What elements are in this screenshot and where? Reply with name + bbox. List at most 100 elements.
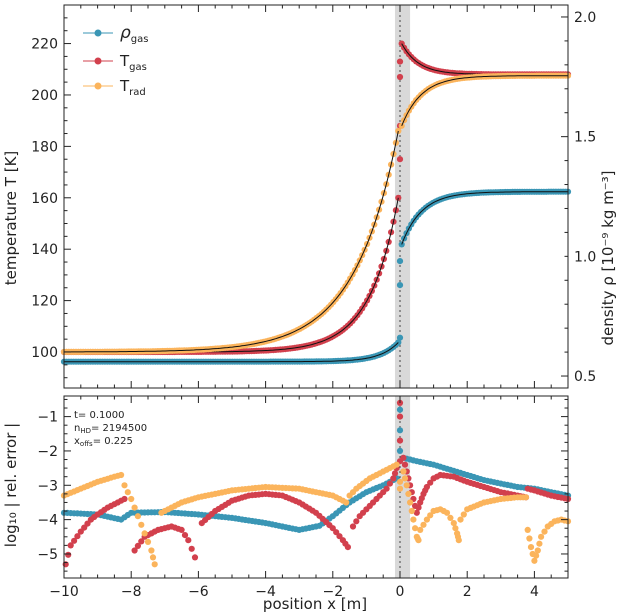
data-point — [353, 518, 360, 525]
data-point — [401, 461, 409, 468]
error-series-t-rad — [60, 461, 572, 568]
data-point — [65, 551, 72, 558]
data-point — [396, 258, 404, 265]
data-point — [395, 194, 402, 201]
data-point — [128, 495, 135, 503]
y-tick-label-left: 120 — [31, 294, 58, 310]
y-tick-label-right: 1.0 — [574, 249, 596, 265]
data-point — [534, 547, 541, 554]
data-point — [138, 538, 145, 545]
data-point — [396, 485, 404, 492]
data-point — [536, 540, 543, 547]
data-point — [423, 483, 430, 491]
series-t-rad — [60, 72, 572, 355]
data-point — [144, 538, 152, 546]
top-panel: 100 120 140 160 180 200 220 0.5 1.0 1.5 2.0 — [31, 4, 596, 389]
data-point — [412, 525, 419, 532]
data-point — [531, 557, 538, 564]
data-point — [450, 520, 457, 527]
legend-label-t-gas: Tgas — [119, 52, 147, 73]
y-tick-label-bottom: −1 — [37, 410, 58, 426]
data-point — [185, 537, 192, 544]
legend-label-t-rad: Trad — [119, 77, 146, 98]
analytic-curve — [64, 342, 399, 363]
data-point — [457, 516, 464, 523]
data-point — [349, 523, 357, 530]
data-point — [138, 521, 145, 528]
data-point — [181, 532, 189, 539]
data-point — [410, 516, 417, 523]
analytic-curve — [64, 130, 399, 353]
data-point — [403, 482, 410, 489]
data-point — [121, 482, 128, 489]
data-point — [390, 475, 397, 482]
annotation: t= 0.1000 nHD= 2194500 xoffs= 0.225 — [74, 410, 147, 448]
data-point — [134, 513, 141, 520]
data-point — [188, 545, 195, 552]
data-point — [401, 475, 409, 482]
data-point — [396, 156, 404, 163]
data-point — [417, 526, 424, 534]
y-tick-label-bottom: −4 — [37, 513, 58, 529]
error-series-t-gas — [62, 399, 572, 568]
annotation-xoffs: xoffs= 0.225 — [74, 436, 133, 448]
data-point — [396, 334, 404, 341]
data-point — [134, 542, 141, 550]
top-ylabel-right: density ρ [10⁻⁹ kg m⁻³] — [599, 170, 617, 345]
data-point — [124, 489, 131, 496]
data-point — [396, 73, 404, 81]
x-tick-label: −2 — [322, 584, 343, 600]
data-point — [527, 544, 535, 551]
data-point — [420, 521, 427, 528]
data-point — [396, 437, 404, 444]
analytic-curve — [401, 191, 568, 245]
data-point — [427, 479, 434, 486]
data-point — [396, 413, 404, 420]
data-point — [396, 282, 404, 289]
data-point — [67, 542, 74, 549]
x-tick-label: −6 — [188, 584, 209, 600]
y-tick-label-bottom: −2 — [37, 444, 58, 460]
legend: ρgas Tgas Trad — [83, 23, 148, 98]
x-tick-label: 2 — [463, 584, 472, 600]
y-tick-label-bottom: −5 — [37, 547, 58, 563]
data-point — [396, 427, 404, 434]
data-point — [522, 494, 530, 501]
data-point — [413, 509, 420, 516]
y-tick-label-left: 100 — [31, 345, 58, 361]
legend-label-rho-gas: ρgas — [120, 23, 148, 45]
bottom-ylabel: log₁₀ | rel. error | — [2, 423, 20, 547]
y-tick-label-left: 220 — [31, 37, 58, 53]
data-point — [423, 516, 430, 523]
data-point — [452, 525, 459, 532]
data-point — [344, 544, 351, 551]
data-point — [541, 528, 548, 535]
data-point — [396, 58, 404, 65]
data-point — [386, 480, 393, 487]
data-point — [526, 535, 533, 542]
series-rho-gas — [60, 188, 572, 365]
data-point — [391, 470, 399, 477]
data-point — [427, 512, 434, 519]
analytic-curve — [401, 75, 568, 126]
data-point — [524, 526, 531, 534]
legend-t-rad: Trad — [83, 77, 146, 98]
bottom-panel: −10 −8 −6 −4 −2 0 2 4 −5 −4 −3 −2 −1 — [37, 395, 572, 600]
x-tick-label: 4 — [530, 584, 539, 600]
y-tick-label-bottom: −3 — [37, 478, 58, 494]
top-shock-band — [394, 5, 411, 388]
data-point — [191, 554, 199, 561]
x-tick-label: −4 — [255, 584, 276, 600]
data-point — [148, 547, 155, 554]
data-point — [415, 537, 422, 544]
data-point — [407, 499, 414, 506]
x-tick-label: −8 — [121, 584, 142, 600]
annotation-nhd: nHD= 2194500 — [74, 423, 147, 435]
data-point — [400, 468, 407, 475]
data-point — [178, 526, 185, 534]
data-point — [443, 509, 451, 516]
y-tick-label-left: 180 — [31, 139, 58, 155]
annotation-time: t= 0.1000 — [74, 410, 124, 421]
x-tick-label: −10 — [49, 584, 79, 600]
